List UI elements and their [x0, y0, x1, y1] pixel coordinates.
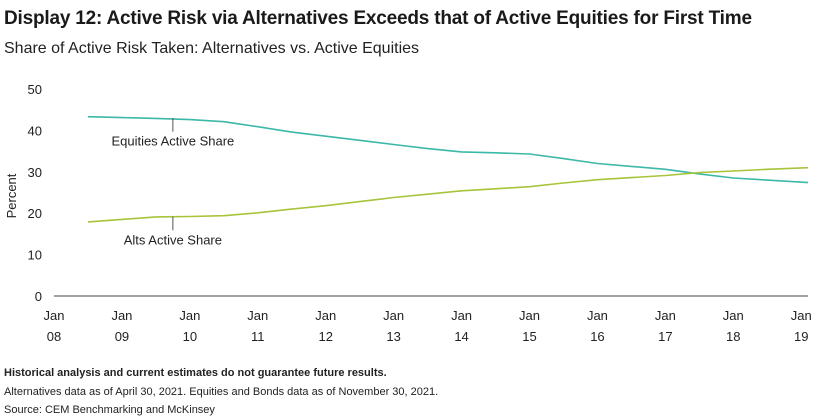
- y-axis-label: Percent: [4, 173, 19, 218]
- x-tick-label: 16: [590, 329, 604, 344]
- line-chart: Percent 0 10 20 30 40 50 Jan 08 Jan 09 Jan 10 Jan 11…: [4, 82, 812, 344]
- x-tick-label: Jan: [791, 308, 812, 323]
- x-tick-label: 15: [522, 329, 536, 344]
- x-tick-label: 10: [183, 329, 197, 344]
- x-tick-label: 18: [726, 329, 740, 344]
- series-line: [87, 166, 809, 223]
- chart-subtitle: Share of Active Risk Taken: Alternatives…: [4, 40, 420, 57]
- x-tick-label: 12: [318, 329, 332, 344]
- disclaimer-note: Historical analysis and current estimate…: [4, 367, 387, 379]
- annotation-label: Equities Active Share: [111, 134, 234, 149]
- x-tick-label: Jan: [44, 308, 65, 323]
- annotation-layer: Equities Active Share Alts Active Share: [111, 117, 234, 247]
- series-line: [87, 115, 809, 184]
- x-tick-label: 14: [454, 329, 468, 344]
- x-tick-label: Jan: [179, 308, 200, 323]
- x-tick-label: Jan: [383, 308, 404, 323]
- x-tick-label: 11: [251, 329, 265, 344]
- x-tick-label: 09: [115, 329, 129, 344]
- x-tick-label: Jan: [723, 308, 744, 323]
- x-tick-label: Jan: [655, 308, 676, 323]
- x-tick-label: Jan: [587, 308, 608, 323]
- x-tick-label: Jan: [519, 308, 540, 323]
- x-tick-label: Jan: [315, 308, 336, 323]
- data-date-note: Alternatives data as of April 30, 2021. …: [4, 385, 439, 398]
- y-tick-label: 40: [28, 123, 42, 138]
- y-axis-ticks: 0 10 20 30 40 50: [28, 82, 42, 304]
- y-tick-label: 20: [28, 206, 42, 221]
- y-tick-label: 50: [28, 82, 42, 97]
- x-tick-label: 13: [386, 329, 400, 344]
- x-tick-label: 19: [794, 329, 808, 344]
- x-tick-label: 17: [658, 329, 672, 344]
- annotation-label: Alts Active Share: [124, 232, 222, 247]
- series-layer: [87, 115, 809, 223]
- chart-title: Display 12: Active Risk via Alternatives…: [4, 8, 752, 29]
- y-tick-label: 0: [35, 289, 42, 304]
- x-tick-label: 08: [47, 329, 61, 344]
- x-tick-label: Jan: [111, 308, 132, 323]
- y-tick-label: 30: [28, 165, 42, 180]
- y-tick-label: 10: [28, 248, 42, 263]
- x-tick-label: Jan: [451, 308, 472, 323]
- x-axis-ticks: Jan 08 Jan 09 Jan 10 Jan 11 Jan 12 Jan 13 Jan 14 Jan 15…: [44, 308, 812, 344]
- footnotes: Historical analysis and current estimate…: [4, 364, 438, 420]
- x-tick-label: Jan: [247, 308, 268, 323]
- source-note: Source: CEM Benchmarking and McKinsey: [4, 404, 215, 416]
